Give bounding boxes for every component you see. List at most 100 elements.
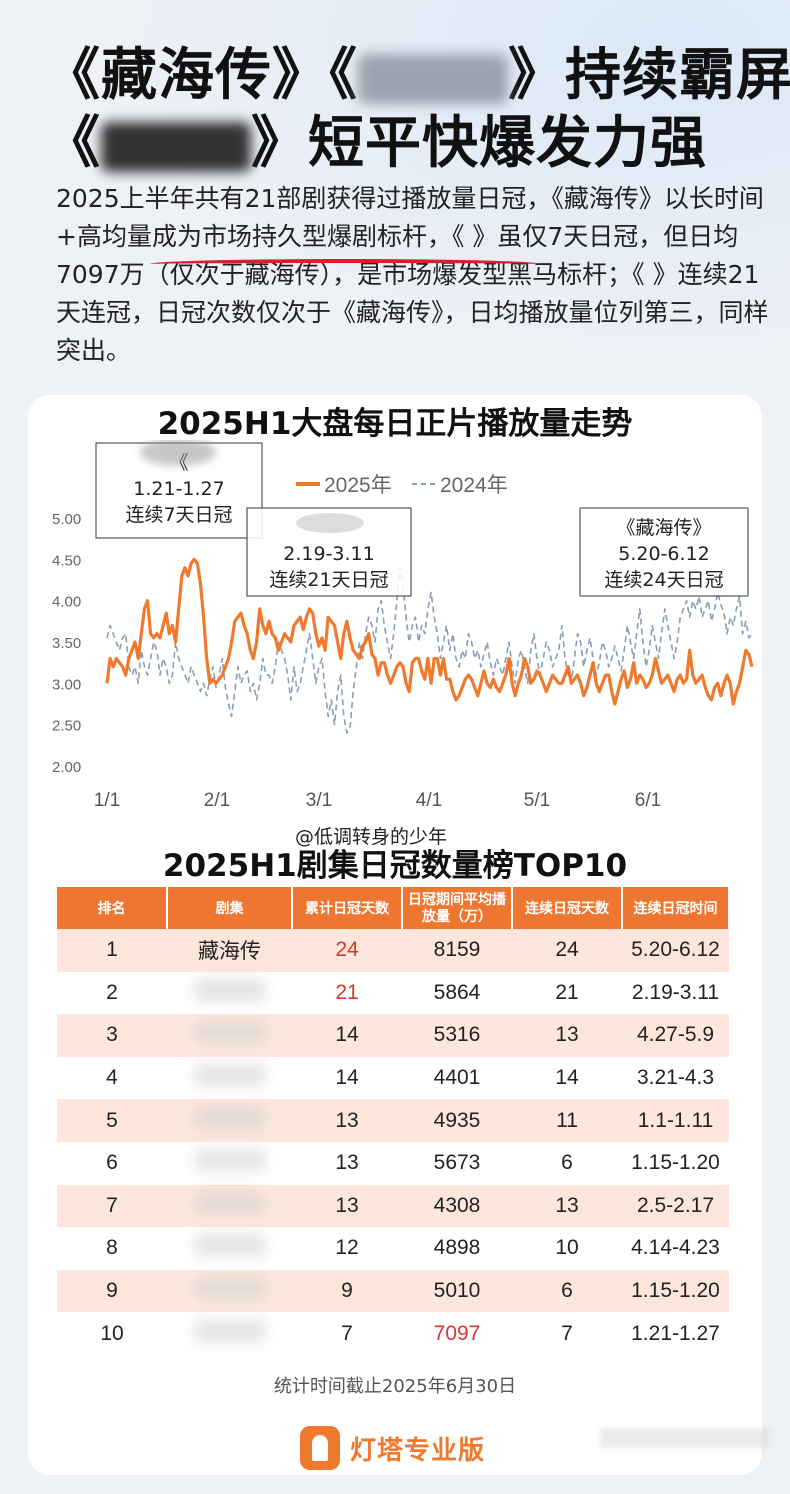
table-cell: 7: [512, 1312, 622, 1355]
table-cell: 8: [57, 1227, 167, 1270]
table-row: 8 12 4898 10 4.14-4.23: [57, 1227, 729, 1270]
table-cell: 4401: [402, 1056, 512, 1100]
table-cell: [167, 1184, 292, 1228]
x-tick-label: 6/1: [635, 790, 661, 811]
blurred-title: [194, 978, 265, 1001]
y-tick-label: 3.50: [52, 635, 81, 652]
legend-label: 2024年: [440, 474, 508, 497]
table-cell: [167, 1099, 292, 1142]
table-cell: 7097: [402, 1312, 512, 1355]
y-tick-label: 3.00: [52, 676, 81, 693]
blurred-title: [194, 1191, 265, 1214]
table-cell: 4: [57, 1056, 167, 1100]
watermark: @低调转身的少年: [295, 826, 448, 848]
blurred-title: [194, 1106, 265, 1129]
table-cell: 2.19-3.11: [622, 971, 729, 1015]
table-cell: [167, 1014, 292, 1057]
blurred-title: [194, 1021, 265, 1044]
table-cell: 24: [292, 929, 402, 972]
table-cell: 13: [292, 1184, 402, 1228]
headline-part: 《藏海传》《: [44, 43, 358, 108]
column-header: 日冠期间平均播放量（万）: [402, 887, 513, 929]
series-line-2025年: [105, 557, 754, 706]
table-cell: 13: [292, 1141, 402, 1185]
blurred-strip: [600, 1428, 770, 1448]
x-tick-label: 4/1: [416, 790, 442, 811]
blurred-title: [194, 1149, 265, 1172]
lighthouse-icon: [300, 1426, 340, 1470]
brand: 灯塔专业版: [300, 1425, 485, 1471]
table-cell: 1.1-1.11: [622, 1099, 729, 1142]
table-cell: 5316: [402, 1014, 512, 1057]
table-cell: 12: [292, 1227, 402, 1270]
table-cell: [167, 1227, 292, 1270]
annotation-text: 连续7天日冠: [125, 504, 232, 526]
annotation-text: 连续24天日冠: [604, 569, 723, 591]
footnote: 统计时间截止2025年6月30日: [273, 1376, 517, 1397]
table-cell: [167, 1056, 292, 1100]
blurred-title: [194, 1234, 265, 1257]
headline-part: 《: [44, 111, 101, 176]
y-tick-label: 2.50: [52, 718, 81, 735]
column-header: 排名: [57, 887, 168, 929]
table-row: 4 14 4401 14 3.21-4.3: [57, 1056, 729, 1100]
table-cell: 1.15-1.20: [622, 1269, 729, 1313]
legend-label: 2025年: [324, 474, 392, 497]
intro-paragraph: 2025上半年共有21部剧获得过播放量日冠，《藏海传》以长时间+高均量成为市场持…: [56, 184, 769, 365]
table-cell: 10: [512, 1227, 622, 1270]
table-cell: 4308: [402, 1184, 512, 1228]
headline-part: 》持续霸屏: [508, 43, 790, 108]
table-cell: 4898: [402, 1227, 512, 1270]
chart-title: 2025H1大盘每日正片播放量走势: [157, 406, 633, 442]
table-row: 7 13 4308 13 2.5-2.17: [57, 1184, 729, 1228]
table-cell: 13: [512, 1014, 622, 1057]
column-header: 累计日冠天数: [292, 887, 403, 929]
table-cell: 4.27-5.9: [622, 1014, 729, 1057]
blurred-title: [194, 1277, 265, 1300]
table-cell: 21: [292, 971, 402, 1015]
y-tick-label: 4.00: [52, 594, 81, 611]
table-row: 2 21 5864 21 2.19-3.11: [57, 971, 729, 1015]
x-tick-label: 5/1: [524, 790, 550, 811]
table-cell: 4935: [402, 1099, 512, 1142]
table-cell: 藏海传: [167, 929, 292, 972]
column-header: 剧集: [167, 887, 293, 929]
table-row: 9 9 5010 6 1.15-1.20: [57, 1269, 729, 1313]
headline-part: 》短平快爆发力强: [251, 111, 707, 176]
blurred-name: [296, 513, 364, 533]
table-cell: 6: [512, 1141, 622, 1185]
y-tick-label: 4.50: [52, 552, 81, 569]
column-header: 连续日冠时间: [622, 887, 730, 929]
annotation-text: 《藏海传》: [616, 517, 711, 539]
table-cell: 14: [292, 1056, 402, 1100]
table-cell: 1: [57, 929, 167, 972]
table-cell: 9: [57, 1269, 167, 1313]
table-cell: 6: [512, 1269, 622, 1313]
table-cell: 5673: [402, 1141, 512, 1185]
table-cell: 2.5-2.17: [622, 1184, 729, 1228]
series-line-2024年: [106, 566, 753, 734]
table-cell: 10: [57, 1312, 167, 1355]
table-row: 6 13 5673 6 1.15-1.20: [57, 1141, 729, 1185]
column-header: 连续日冠天数: [512, 887, 623, 929]
annotation-text: 5.20-6.12: [618, 543, 709, 565]
x-tick-label: 3/1: [306, 790, 332, 811]
table-cell: 13: [292, 1099, 402, 1142]
red-underline: [150, 259, 540, 269]
table-title: 2025H1剧集日冠数量榜TOP10: [162, 848, 628, 884]
table-cell: 14: [512, 1056, 622, 1100]
table-cell: [167, 1269, 292, 1313]
table-cell: 3: [57, 1014, 167, 1057]
table-cell: 1.15-1.20: [622, 1141, 729, 1185]
y-tick-label: 5.00: [52, 511, 81, 528]
table-cell: 11: [512, 1099, 622, 1142]
table-cell: [167, 1141, 292, 1185]
table-cell: 5864: [402, 971, 512, 1015]
annotation-text: 2.19-3.11: [283, 543, 374, 565]
table-row: 5 13 4935 11 1.1-1.11: [57, 1099, 729, 1142]
blurred-title: [101, 121, 251, 172]
blurred-title: [194, 1064, 265, 1087]
table-cell: 2: [57, 971, 167, 1015]
table-cell: 14: [292, 1014, 402, 1057]
annotation-text: 1.21-1.27: [133, 478, 224, 500]
